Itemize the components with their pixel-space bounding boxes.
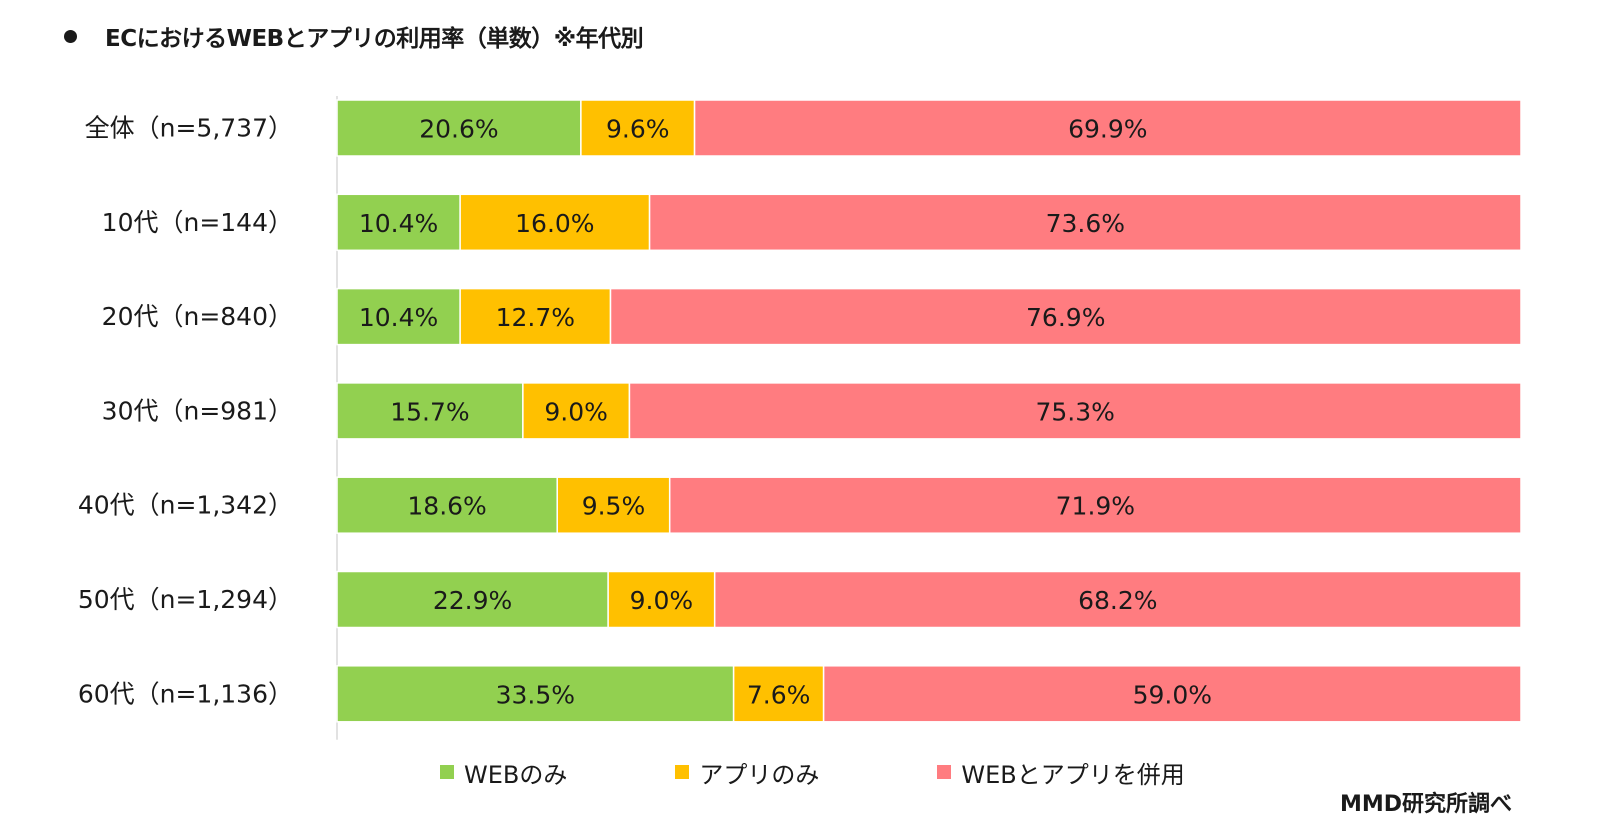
data-label: 9.5% [582,492,646,521]
bar-segment [609,287,1522,346]
data-label: 75.3% [1036,397,1115,426]
legend-swatch-web-only [440,765,454,779]
data-label: 71.9% [1056,492,1135,521]
bar-segment [648,193,1522,252]
source-credit: MMD研究所調べ [1340,792,1513,817]
legend-item-app-only: アプリのみ [675,755,819,790]
legend-swatch-app-only [675,765,690,779]
data-label: 18.6% [407,492,486,521]
category-label: 全体（n=5,737） [85,114,293,143]
legend-label-web-only: WEBのみ [464,760,568,789]
bar-segment [556,476,671,534]
legend: WEBのみ アプリのみ WEBとアプリを併用 [440,754,1185,790]
category-label: 20代（n=840） [102,302,293,331]
data-label: 10.4% [359,303,438,332]
legend-label-both: WEBとアプリを併用 [961,760,1185,789]
data-label: 33.5% [496,680,575,709]
data-label: 68.2% [1078,586,1157,615]
bar-segment [628,382,1522,440]
category-label: 40代（n=1,342） [78,491,293,520]
data-label: 76.9% [1026,303,1105,332]
bar-segment [336,287,461,346]
data-label: 7.6% [747,680,811,709]
legend-label-app-only: アプリのみ [699,760,820,789]
data-label: 20.6% [419,115,498,144]
chart-title: ECにおけるWEBとアプリの利用率（単数）※年代別 [105,26,644,52]
data-label: 15.7% [390,397,469,426]
bar-segment [713,570,1522,629]
bar-segment [822,665,1522,723]
data-label: 69.9% [1068,115,1147,144]
bar-segment [732,665,825,723]
bar-segment [693,99,1522,157]
legend-swatch-both [937,765,952,779]
bar-segment [522,382,631,440]
category-label: 30代（n=981） [102,396,293,425]
bar-segment [336,476,558,534]
legend-item-web-only: WEBのみ [440,755,567,790]
data-label: 12.7% [496,303,575,332]
data-label: 22.9% [433,586,512,615]
category-label: 50代（n=1,294） [78,585,293,614]
bar-segment [459,287,612,346]
bar-segment [459,193,651,252]
data-label: 16.0% [515,209,594,238]
data-label: 59.0% [1133,680,1212,709]
category-label: 60代（n=1,136） [78,679,293,708]
data-label: 9.0% [544,397,608,426]
bar-segment [336,665,735,723]
bullet-icon [64,29,77,43]
bar-segment [336,99,582,157]
data-label: 9.6% [606,115,670,144]
bar-segment [336,193,461,252]
bar-segment [336,570,609,629]
category-label: 10代（n=144） [102,208,293,237]
bar-segment [607,570,716,629]
data-label: 73.6% [1046,209,1125,238]
data-label: 9.0% [630,586,694,615]
bar-segment [336,382,524,440]
chart-title-bar: ECにおけるWEBとアプリの利用率（単数）※年代別 [64,18,644,54]
bar-segment [668,476,1522,534]
data-label: 10.4% [359,209,438,238]
legend-item-both: WEBとアプリを併用 [937,755,1185,790]
